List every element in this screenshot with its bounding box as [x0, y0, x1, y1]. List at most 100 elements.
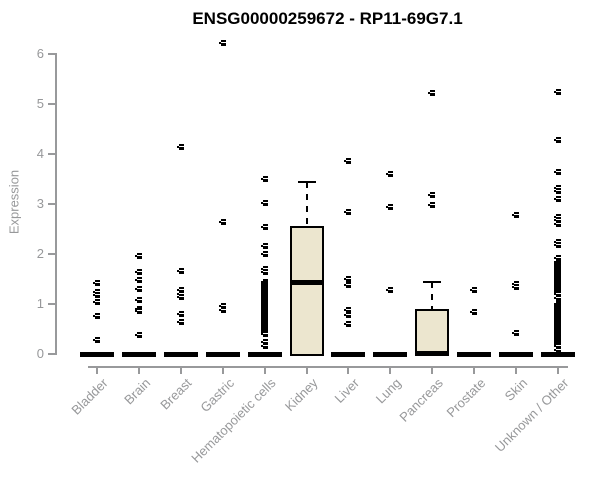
outlier-point [261, 200, 268, 206]
y-axis-tick [48, 253, 55, 255]
outlier-point [554, 255, 561, 261]
x-axis-tick [431, 368, 433, 374]
y-axis-tick-label: 3 [36, 196, 44, 211]
x-axis-tick [96, 368, 98, 374]
y-axis-tick [48, 203, 55, 205]
x-axis-tick [473, 368, 475, 374]
median-bar-unknown-other [541, 352, 575, 357]
x-axis-tick [180, 368, 182, 374]
outlier-point [428, 202, 435, 208]
outlier-point [93, 337, 100, 343]
x-axis-label-breast: Breast [157, 375, 195, 413]
x-axis-tick [557, 368, 559, 374]
outlier-point [344, 276, 351, 282]
outlier-point [554, 196, 561, 202]
median-bar-breast [164, 352, 198, 357]
x-axis-label-kidney: Kidney [282, 375, 321, 415]
y-axis-tick [48, 153, 55, 155]
outlier-point [470, 287, 477, 293]
y-axis-tick-label: 2 [36, 246, 44, 261]
outlier-point [219, 219, 226, 225]
outlier-point [554, 137, 561, 143]
outlier-point [261, 343, 268, 349]
outlier-point [554, 242, 561, 248]
y-axis-line [55, 53, 57, 355]
x-axis-label-pancreas: Pancreas [396, 375, 446, 425]
x-axis-label-gastric: Gastric [197, 375, 237, 416]
outlier-point [554, 169, 561, 175]
outlier-point [135, 286, 142, 292]
outlier-point [93, 313, 100, 319]
outlier-point [177, 294, 184, 300]
box-kidney [290, 226, 324, 356]
outlier-point [135, 308, 142, 314]
median-bar-prostate [457, 352, 491, 357]
median-bar-gastric [206, 352, 240, 357]
outlier-point [344, 209, 351, 215]
x-axis-label-lung: Lung [372, 375, 404, 407]
x-axis-tick [222, 368, 224, 374]
outlier-point [261, 331, 268, 337]
x-axis-label-skin: Skin [501, 375, 530, 404]
outlier-point [93, 299, 100, 305]
outlier-point [428, 90, 435, 96]
outlier-point [344, 307, 351, 313]
y-axis-tick [48, 353, 55, 355]
outlier-point [93, 292, 100, 298]
x-axis-line [88, 366, 568, 368]
x-axis-label-hematopoietic-cells: Hematopoietic cells [188, 375, 279, 466]
y-axis-tick-label: 4 [36, 146, 44, 161]
outlier-point [512, 330, 519, 336]
whisker-cap-kidney [298, 181, 316, 183]
median-bar-bladder [80, 352, 114, 357]
x-axis-label-liver: Liver [331, 375, 362, 406]
outlier-point [386, 287, 393, 293]
outlier-point [261, 269, 268, 275]
outlier-point [93, 280, 100, 286]
outlier-point [219, 303, 226, 309]
outlier-point [135, 297, 142, 303]
outlier-point [261, 251, 268, 257]
outlier-point [261, 339, 268, 345]
outlier-point [386, 171, 393, 177]
outlier-point [135, 269, 142, 275]
outlier-point [554, 347, 561, 353]
y-axis-tick-label: 6 [36, 46, 44, 61]
outlier-point [428, 192, 435, 198]
outlier-point [344, 312, 351, 318]
median-bar-lung [373, 352, 407, 357]
x-axis-tick [138, 368, 140, 374]
outlier-point [261, 176, 268, 182]
median-bar-kidney [290, 280, 324, 285]
outlier-point [470, 309, 477, 315]
box-pancreas [415, 309, 449, 356]
x-axis-tick [264, 368, 266, 374]
outlier-point [177, 287, 184, 293]
outlier-point [554, 217, 561, 223]
outlier-point [554, 89, 561, 95]
x-axis-label-prostate: Prostate [443, 375, 488, 421]
x-axis-label-brain: Brain [120, 375, 153, 408]
outlier-point [219, 307, 226, 313]
outlier-point [344, 282, 351, 288]
outlier-point [135, 332, 142, 338]
outlier-point [554, 343, 561, 349]
outlier-point [261, 224, 268, 230]
x-axis-tick [306, 368, 308, 374]
outlier-point [386, 204, 393, 210]
outlier-point [554, 188, 561, 194]
y-axis-tick [48, 303, 55, 305]
y-axis-tick-label: 5 [36, 96, 44, 111]
x-axis-tick [515, 368, 517, 374]
outlier-point [177, 311, 184, 317]
y-axis-tick-label: 0 [36, 346, 44, 361]
outlier-point [344, 158, 351, 164]
outlier-point [512, 212, 519, 218]
outlier-point [512, 284, 519, 290]
median-bar-pancreas [415, 351, 449, 356]
upper-whisker-kidney [306, 182, 308, 226]
outlier-point [261, 243, 268, 249]
outlier-point [135, 253, 142, 259]
y-axis-tick-label: 1 [36, 296, 44, 311]
